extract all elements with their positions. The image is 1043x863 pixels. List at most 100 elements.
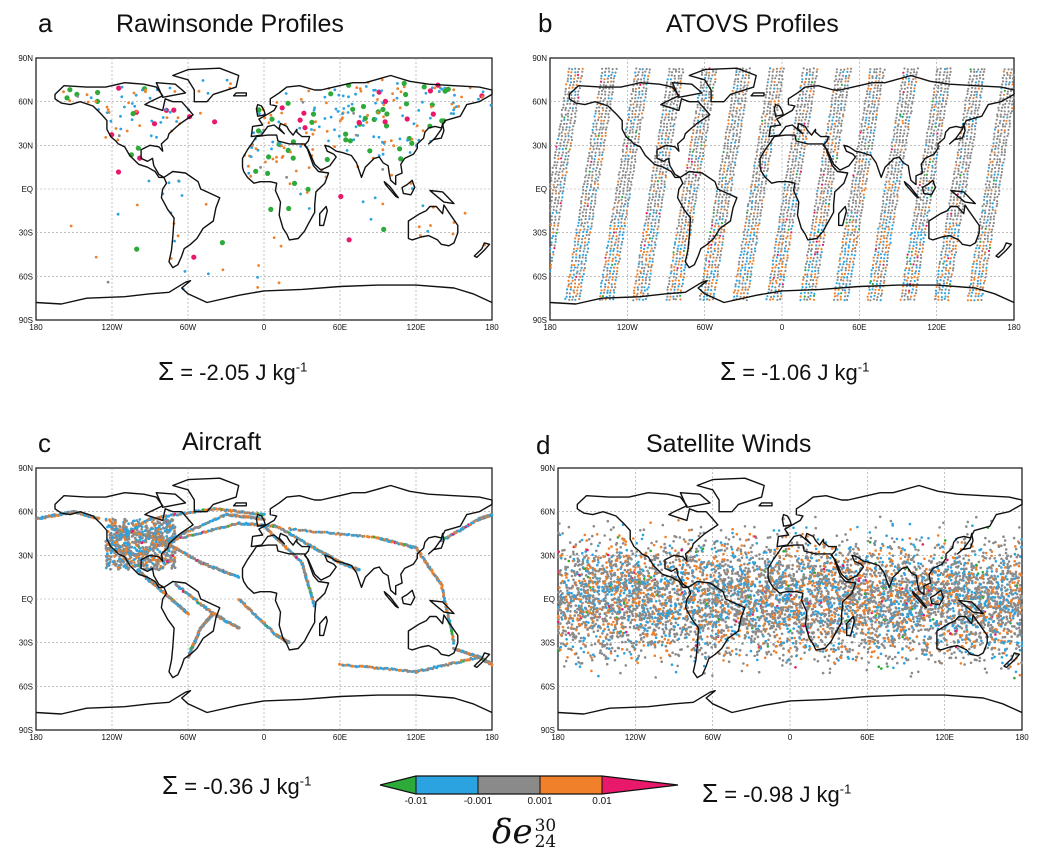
observation-dot — [752, 170, 755, 173]
observation-dot — [555, 186, 558, 189]
observation-dot — [872, 94, 875, 97]
observation-dot — [904, 292, 907, 295]
observation-dot — [715, 282, 718, 285]
observation-dot — [709, 231, 712, 234]
observation-dot — [668, 298, 671, 301]
observation-dot — [890, 209, 894, 212]
observation-dot — [848, 283, 851, 286]
observation-dot — [451, 232, 455, 236]
observation-dot — [622, 209, 625, 212]
observation-dot — [912, 219, 915, 222]
observation-dot — [868, 135, 871, 138]
observation-dot — [969, 135, 972, 138]
observation-dot — [827, 142, 830, 145]
observation-dot — [707, 266, 710, 269]
observation-dot — [974, 103, 977, 106]
observation-dot — [875, 240, 878, 243]
observation-dot — [874, 126, 877, 129]
observation-dot — [681, 68, 684, 71]
observation-dot — [821, 183, 824, 186]
observation-dot — [856, 189, 859, 192]
observation-dot — [591, 128, 594, 132]
observation-dot — [844, 243, 847, 246]
observation-dot — [914, 77, 917, 80]
observation-dot — [763, 186, 766, 189]
observation-dot — [860, 122, 863, 126]
observation-dot — [445, 86, 451, 92]
observation-dot — [952, 196, 956, 199]
observation-dot — [130, 111, 136, 117]
observation-dot — [643, 247, 646, 251]
observation-dot — [579, 206, 583, 209]
observation-dot — [691, 198, 694, 201]
observation-dot — [898, 135, 901, 138]
observation-dot — [873, 279, 876, 282]
observation-dot — [704, 263, 707, 266]
observation-dot — [632, 299, 635, 302]
observation-dot — [956, 214, 959, 217]
observation-dot — [600, 89, 604, 92]
observation-dot — [617, 196, 620, 199]
observation-dot — [561, 196, 564, 199]
observation-dot — [347, 95, 350, 99]
observation-dot — [748, 219, 751, 222]
observation-dot — [888, 180, 891, 183]
observation-dot — [843, 231, 846, 235]
observation-dot — [679, 275, 682, 278]
observation-dot — [750, 231, 753, 234]
observation-dot — [642, 292, 645, 295]
observation-dot — [569, 77, 573, 80]
observation-dot — [628, 131, 631, 135]
observation-dot — [647, 228, 650, 231]
observation-dot — [867, 166, 870, 170]
observation-dot — [845, 263, 848, 266]
observation-dot — [885, 198, 889, 201]
observation-dot — [694, 116, 697, 119]
observation-dot — [942, 279, 945, 282]
observation-dot — [584, 189, 588, 192]
observation-dot — [661, 173, 664, 176]
observation-dot — [637, 265, 640, 268]
observation-dot — [551, 192, 554, 195]
observation-dot — [837, 147, 840, 151]
observation-dot — [619, 250, 622, 254]
observation-dot — [826, 128, 829, 131]
observation-dot — [132, 91, 136, 95]
observation-dot — [596, 102, 599, 106]
observation-dot — [634, 160, 637, 163]
observation-dot — [706, 129, 709, 132]
observation-dot — [941, 288, 944, 291]
observation-dot — [907, 122, 910, 126]
observation-dot — [962, 173, 965, 176]
observation-dot — [651, 215, 654, 218]
observation-dot — [962, 195, 966, 198]
observation-dot — [877, 84, 880, 87]
observation-dot — [680, 270, 683, 273]
observation-dot — [567, 150, 570, 153]
observation-dot — [950, 228, 953, 231]
observation-dot — [809, 234, 812, 237]
observation-dot — [734, 283, 737, 286]
observation-dot — [690, 138, 694, 141]
observation-dot — [792, 192, 795, 195]
observation-dot — [655, 209, 658, 212]
observation-dot — [877, 80, 880, 83]
observation-dot — [760, 183, 763, 186]
observation-dot — [901, 115, 904, 118]
observation-dot — [640, 282, 644, 285]
observation-dot — [788, 218, 791, 221]
observation-dot — [627, 154, 630, 157]
observation-dot — [797, 167, 800, 170]
observation-dot — [794, 157, 798, 160]
observation-dot — [913, 84, 917, 87]
observation-dot — [631, 112, 634, 115]
observation-dot — [835, 68, 838, 71]
observation-dot — [838, 74, 841, 77]
observation-dot — [734, 73, 738, 76]
observation-dot — [588, 217, 591, 220]
observation-dot — [916, 278, 919, 282]
observation-dot — [737, 102, 740, 105]
observation-dot — [702, 151, 705, 155]
observation-dot — [882, 195, 885, 198]
observation-dot — [421, 100, 424, 104]
